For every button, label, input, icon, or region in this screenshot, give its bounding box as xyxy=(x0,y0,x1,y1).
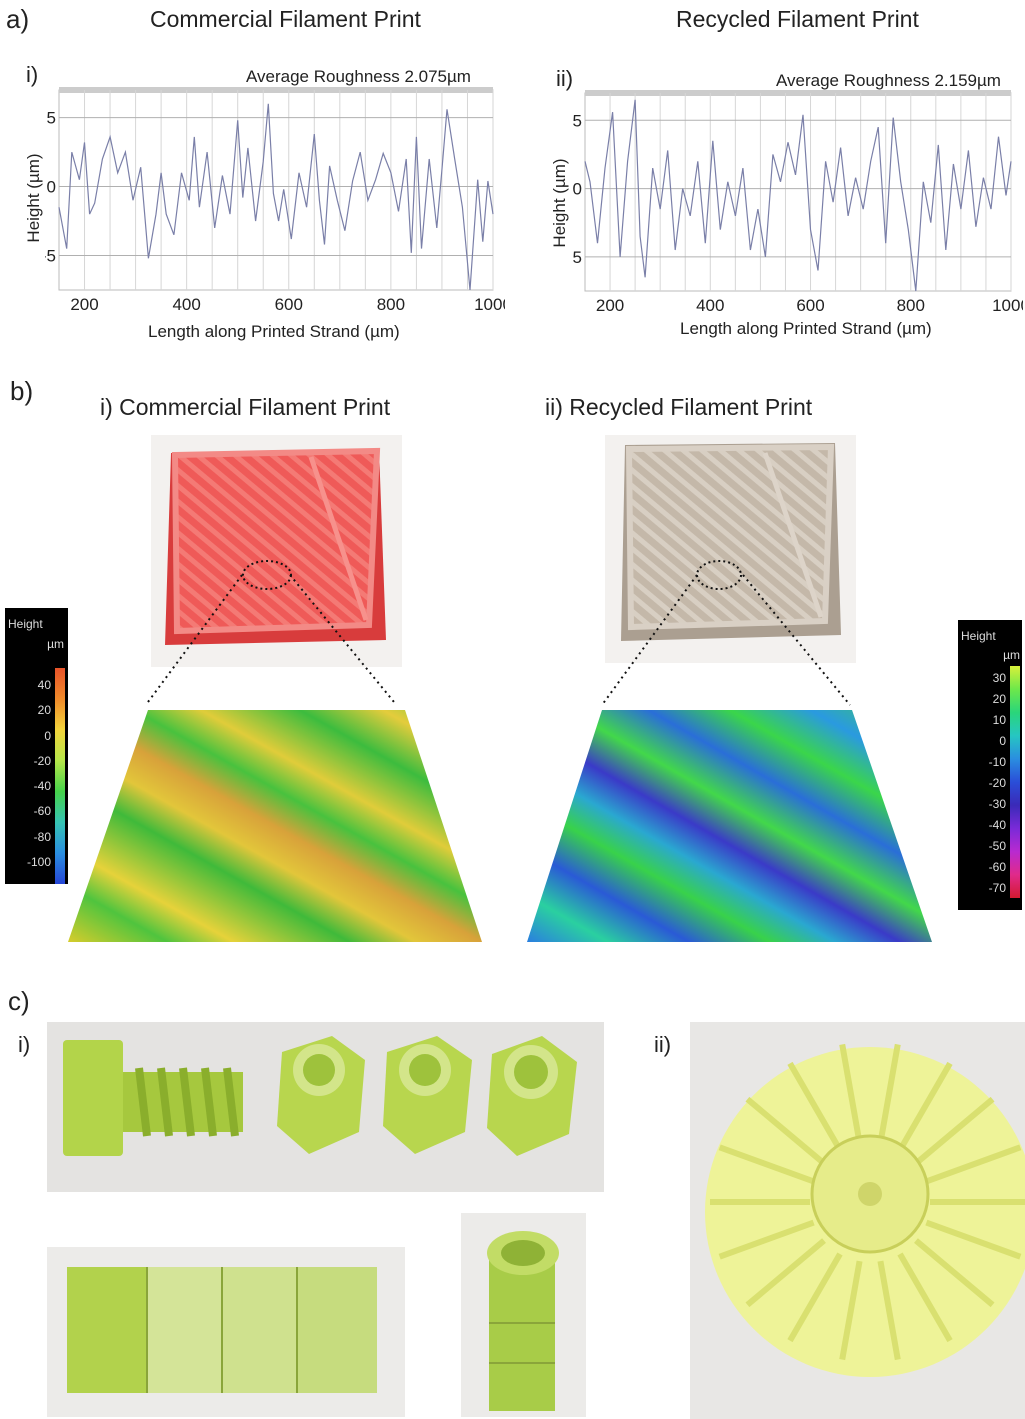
impeller-blade xyxy=(914,1096,995,1166)
panel-b-letter: b) xyxy=(10,376,34,406)
impeller-blade xyxy=(718,1219,815,1260)
panel-c-letter: c) xyxy=(8,986,30,1016)
colorbar-tick-label: -10 xyxy=(988,755,1006,769)
chart-i-ylabel: Height (µm) xyxy=(24,153,43,243)
colorbar-tick-label: -60 xyxy=(33,804,51,819)
chart-i-label: i) xyxy=(26,62,39,87)
x-tick-label: 200 xyxy=(70,295,98,314)
impeller-blade xyxy=(787,1252,843,1343)
recycled-print-photo xyxy=(605,435,856,663)
impeller-blade xyxy=(839,1043,863,1144)
left-colorbar-title: Height xyxy=(8,617,43,631)
right-colorbar-title: Height xyxy=(961,629,996,643)
panel-b-left-title: i) Commercial Filament Print xyxy=(100,394,391,420)
commercial-surface-map xyxy=(68,710,482,942)
plot-area xyxy=(584,92,1012,292)
x-tick-label: 1000 xyxy=(992,296,1023,315)
left-colorbar: Height µm 40 20 0 -20 -40 -60 -80 -100 xyxy=(5,608,68,884)
chart-i-annotation: Average Roughness 2.075µm xyxy=(246,67,471,86)
colorbar-tick-label: 20 xyxy=(37,703,51,718)
x-tick-label: 600 xyxy=(796,296,824,315)
commercial-print-photo xyxy=(151,435,402,667)
colorbar-tick-label: -20 xyxy=(988,776,1006,790)
colorbar-tick-label: -50 xyxy=(988,839,1006,853)
colorbar-tick-label: -30 xyxy=(988,797,1006,811)
panel-c-left-label: i) xyxy=(18,1032,31,1057)
chart-ii-ylabel: Height (µm) xyxy=(550,158,569,248)
panel-a-left-title: Commercial Filament Print xyxy=(150,6,421,32)
panel-a-letter: a) xyxy=(6,4,30,34)
chart-ii-label: ii) xyxy=(556,66,574,91)
colorbar-tick-label: 20 xyxy=(992,692,1006,706)
y-tick-label: 5 xyxy=(47,109,56,128)
colorbar-tick-label: 0 xyxy=(999,734,1006,748)
panel-b-right-title: ii) Recycled Filament Print xyxy=(545,394,813,420)
x-tick-label: 800 xyxy=(377,295,405,314)
bolt-nuts-photo xyxy=(47,1022,604,1192)
plot-top-bar xyxy=(59,87,493,93)
colorbar-tick-label: -80 xyxy=(33,829,51,844)
impeller-photo xyxy=(690,1022,1025,1419)
impeller-blade xyxy=(914,1238,995,1308)
impeller-blade xyxy=(897,1252,953,1343)
colorbar-tick-label: -60 xyxy=(988,860,1006,874)
roughness-profile-line xyxy=(58,103,494,291)
roughness-profile-line xyxy=(584,99,1012,292)
impeller-blade xyxy=(877,1260,901,1361)
x-tick-label: 400 xyxy=(172,295,200,314)
stacked-nuts-photo xyxy=(461,1213,586,1417)
recycled-surface-map xyxy=(527,710,932,942)
x-tick-label: 200 xyxy=(596,296,624,315)
impeller-blade xyxy=(787,1061,843,1152)
colorbar-tick-label: 10 xyxy=(992,713,1006,727)
impeller-blade xyxy=(718,1144,815,1185)
left-colorbar-unit: µm xyxy=(47,637,64,651)
panel-c-right-label: ii) xyxy=(654,1032,672,1057)
right-colorbar-unit: µm xyxy=(1003,648,1020,662)
x-tick-label: 1000 xyxy=(474,295,505,314)
y-tick-label: 0 xyxy=(573,180,582,199)
x-tick-label: 600 xyxy=(275,295,303,314)
colorbar-tick-label: 0 xyxy=(44,728,51,743)
right-colorbar-ticks: 30 20 10 0 -10 -20 -30 -40 -50 -60 -70 xyxy=(958,620,1008,910)
right-colorbar: Height µm 30 20 10 0 -10 -20 -30 -40 -50 -60 -70 xyxy=(958,620,1022,910)
right-colorbar-gradient xyxy=(1010,666,1020,898)
impeller-blade xyxy=(897,1061,953,1152)
impeller-blade xyxy=(839,1260,863,1361)
x-tick-label: 800 xyxy=(897,296,925,315)
colorbar-tick-label: -40 xyxy=(33,779,51,794)
colorbar-tick-label: -40 xyxy=(988,818,1006,832)
assembled-bar-photo xyxy=(47,1247,405,1417)
colorbar-tick-label: 30 xyxy=(992,671,1006,685)
plot-area xyxy=(58,89,494,291)
chart-ii-annotation: Average Roughness 2.159µm xyxy=(776,71,1001,90)
impeller-blade xyxy=(925,1219,1022,1260)
colorbar-tick-label: -100 xyxy=(26,855,51,869)
x-tick-label: 400 xyxy=(696,296,724,315)
impeller-blade xyxy=(925,1144,1022,1185)
y-tick-label: 5 xyxy=(573,111,582,130)
chart-i-xlabel: Length along Printed Strand (µm) xyxy=(148,322,400,341)
y-tick-label: -5 xyxy=(573,248,582,267)
y-tick-label: 0 xyxy=(47,178,56,197)
plot-top-bar xyxy=(585,90,1011,96)
y-tick-label: -5 xyxy=(45,247,56,266)
impeller-blade xyxy=(745,1096,826,1166)
left-colorbar-gradient xyxy=(55,668,65,884)
left-colorbar-ticks: 40 20 0 -20 -40 -60 -80 -100 xyxy=(5,608,53,884)
chart-ii-xlabel: Length along Printed Strand (µm) xyxy=(680,319,932,338)
impeller-blade xyxy=(877,1043,901,1144)
chart-i-plot: 200 400 600 800 1000 5 0 -5 xyxy=(45,87,505,314)
chart-ii-plot: 200 400 600 800 1000 5 0 -5 xyxy=(573,90,1023,315)
impeller-blade xyxy=(745,1238,826,1308)
panel-a-right-title: Recycled Filament Print xyxy=(676,6,919,32)
colorbar-tick-label: 40 xyxy=(37,678,51,692)
colorbar-tick-label: -20 xyxy=(33,753,51,768)
colorbar-tick-label: -70 xyxy=(988,881,1006,895)
